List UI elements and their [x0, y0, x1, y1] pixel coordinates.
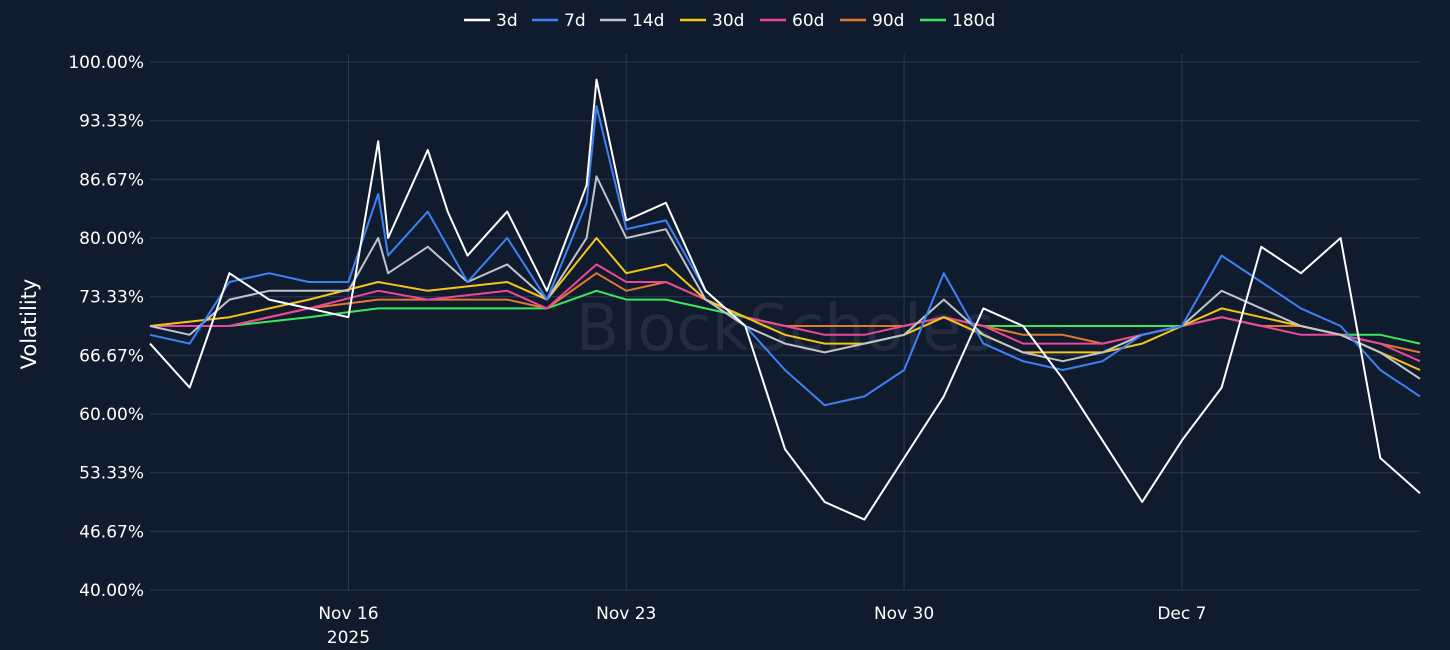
series-line-3d [149, 78, 1421, 521]
y-tick-label: 73.33% [79, 288, 144, 308]
legend-item-14d[interactable]: 14d [600, 11, 664, 31]
legend-item-7d[interactable]: 7d [532, 11, 586, 31]
y-tick-label: 46.67% [79, 522, 144, 542]
legend-label: 60d [792, 11, 824, 31]
y-tick-label: 80.00% [79, 229, 144, 249]
y-axis-ticks: 40.00% 46.67% 53.33% 60.00% 66.67% 73.33% 80.0… [68, 53, 144, 601]
y-tick-label: 93.33% [79, 112, 144, 132]
legend-label: 90d [872, 11, 904, 31]
y-tick-label: 66.67% [79, 346, 144, 366]
x-tick-label: Nov 16 [318, 604, 378, 624]
legend: 3d 7d 14d 30d 60d 90d 180d [464, 11, 995, 31]
y-tick-label: 53.33% [79, 464, 144, 484]
y-tick-label: 100.00% [68, 53, 144, 73]
x-tick-label: Nov 23 [596, 604, 656, 624]
legend-label: 3d [496, 11, 518, 31]
series-line-60d [150, 263, 1421, 363]
y-axis-title: Volatility [17, 279, 41, 370]
x-axis-ticks: Nov 16 2025 Nov 23 Nov 30 Dec 7 [318, 604, 1206, 648]
legend-item-90d[interactable]: 90d [840, 11, 904, 31]
y-tick-label: 40.00% [79, 581, 144, 601]
y-tick-label: 60.00% [79, 405, 144, 425]
legend-label: 180d [952, 11, 995, 31]
series-lines [149, 78, 1421, 521]
x-tick-label: Dec 7 [1157, 604, 1206, 624]
legend-item-180d[interactable]: 180d [920, 11, 995, 31]
x-tick-label: Nov 30 [874, 604, 934, 624]
x-tick-sublabel: 2025 [327, 628, 370, 648]
watermark: BlockScholes [575, 292, 994, 366]
legend-item-30d[interactable]: 30d [680, 11, 744, 31]
legend-item-3d[interactable]: 3d [464, 11, 518, 31]
legend-label: 7d [564, 11, 586, 31]
legend-label: 14d [632, 11, 664, 31]
y-tick-label: 86.67% [79, 170, 144, 190]
legend-label: 30d [712, 11, 744, 31]
legend-item-60d[interactable]: 60d [760, 11, 824, 31]
grid-lines [150, 54, 1420, 591]
